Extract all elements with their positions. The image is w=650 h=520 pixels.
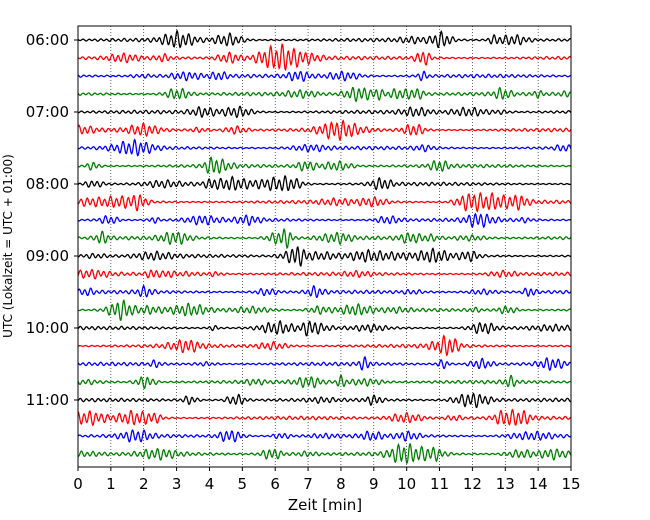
seismic-trace: [77, 43, 572, 72]
x-tick-label: 13: [496, 475, 515, 493]
seismic-traces: [77, 29, 572, 465]
seismic-trace: [77, 246, 572, 267]
seismic-trace: [77, 355, 572, 372]
y-tick-label: 08:00: [26, 175, 69, 193]
seismic-trace: [77, 105, 572, 119]
y-tick-label: 07:00: [26, 103, 69, 121]
x-tick-label: 12: [463, 475, 482, 493]
seismic-trace: [77, 284, 572, 298]
seismic-trace: [77, 174, 572, 192]
y-tick-label: 10:00: [26, 319, 69, 337]
x-axis-label: Zeit [min]: [288, 496, 362, 514]
seismic-trace: [77, 227, 572, 250]
seismic-trace: [77, 268, 572, 280]
seismic-trace: [77, 86, 572, 103]
y-axis-ticks: 06:00 07:00 08:00 09:00 10:00 11:00: [26, 31, 78, 409]
x-tick-label: 7: [303, 475, 313, 493]
seismic-trace: [77, 442, 572, 465]
seismic-trace: [77, 70, 572, 83]
seismic-trace: [77, 191, 572, 213]
x-axis-ticks: 0 1 2 3 4 5 6 7 8 9 10 11 12 13 14 15: [73, 467, 581, 493]
x-tick-label: 5: [238, 475, 248, 493]
x-tick-label: 10: [397, 475, 416, 493]
seismic-trace: [77, 374, 572, 390]
seismic-trace: [77, 29, 572, 49]
seismic-trace: [77, 408, 572, 427]
x-tick-label: 0: [73, 475, 83, 493]
plot-frame: [77, 25, 572, 468]
x-tick-label: 2: [139, 475, 149, 493]
x-tick-label: 11: [430, 475, 449, 493]
y-tick-label: 09:00: [26, 247, 69, 265]
x-tick-label: 4: [205, 475, 215, 493]
x-tick-label: 9: [369, 475, 379, 493]
x-tick-label: 15: [561, 475, 580, 493]
x-tick-label: 6: [270, 475, 280, 493]
x-tick-label: 8: [336, 475, 346, 493]
seismic-trace: [77, 156, 572, 175]
seismic-trace: [77, 138, 572, 157]
seismic-trace: [77, 212, 572, 229]
seismic-trace: [77, 429, 572, 443]
seismic-trace: [77, 392, 572, 409]
y-tick-label: 06:00: [26, 31, 69, 49]
x-tick-label: 14: [529, 475, 548, 493]
y-tick-label: 11:00: [26, 391, 69, 409]
seismic-trace: [77, 319, 572, 337]
seismic-trace: [77, 119, 572, 141]
x-tick-label: 3: [172, 475, 182, 493]
x-tick-label: 1: [106, 475, 116, 493]
y-axis-label: UTC (Lokalzeit = UTC + 01:00): [1, 154, 15, 338]
seismic-trace: [77, 299, 572, 321]
seismic-trace: [77, 334, 572, 357]
